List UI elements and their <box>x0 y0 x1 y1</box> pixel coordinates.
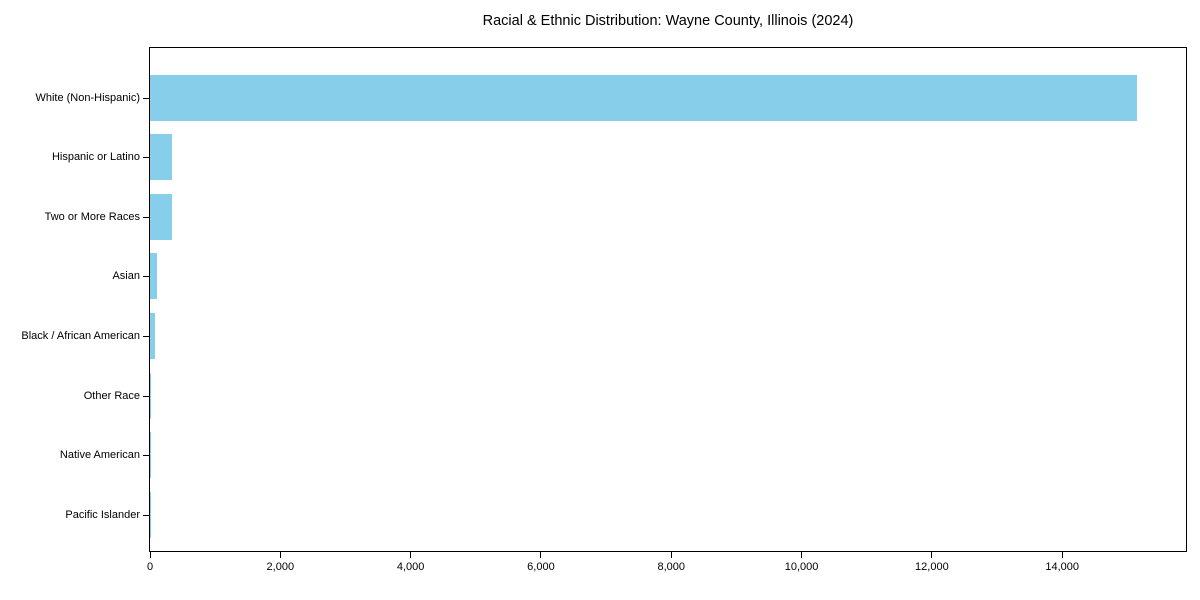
x-tick <box>670 552 672 558</box>
bar-asian <box>150 253 158 300</box>
bar-other-race <box>150 372 151 419</box>
y-tick-label: Native American <box>59 449 140 462</box>
y-tick-label: Black / African American <box>21 329 140 342</box>
x-tick-label: 10,000 <box>784 561 819 573</box>
bar-white-non-hispanic <box>150 74 1138 121</box>
y-tick-label: Two or More Races <box>44 210 140 223</box>
x-tick <box>279 552 281 558</box>
x-tick-label: 12,000 <box>915 561 949 573</box>
y-tick <box>143 335 149 337</box>
y-tick <box>143 395 149 397</box>
y-tick-label: Hispanic or Latino <box>51 151 140 164</box>
chart-title: Racial & Ethnic Distribution: Wayne Coun… <box>482 13 854 29</box>
y-tick <box>143 276 149 278</box>
y-tick <box>143 97 149 99</box>
bar-black-african-american <box>150 312 155 359</box>
x-tick <box>410 552 412 558</box>
x-tick-label: 4,000 <box>396 561 425 573</box>
x-tick <box>931 552 933 558</box>
x-tick <box>149 552 151 558</box>
x-tick <box>801 552 803 558</box>
y-tick <box>143 455 149 457</box>
x-tick-label: 14,000 <box>1045 561 1080 573</box>
bar-native-american <box>150 432 151 479</box>
y-tick <box>143 216 149 218</box>
bar-two-or-more-races <box>150 193 173 240</box>
x-tick-label: 8,000 <box>657 561 686 573</box>
x-tick-label: 0 <box>146 561 154 573</box>
y-tick-label: Asian <box>112 270 140 283</box>
x-tick-label: 2,000 <box>266 561 295 573</box>
x-tick <box>1061 552 1063 558</box>
plot-area <box>149 47 1187 552</box>
x-tick <box>540 552 542 558</box>
y-tick <box>143 514 149 516</box>
y-tick-label: Pacific Islander <box>65 508 140 521</box>
y-tick-label: Other Race <box>83 389 140 402</box>
bar-hispanic-or-latino <box>150 134 172 181</box>
y-tick <box>143 157 149 159</box>
y-tick-label: White (Non-Hispanic) <box>35 91 140 104</box>
x-tick-label: 6,000 <box>527 561 555 573</box>
